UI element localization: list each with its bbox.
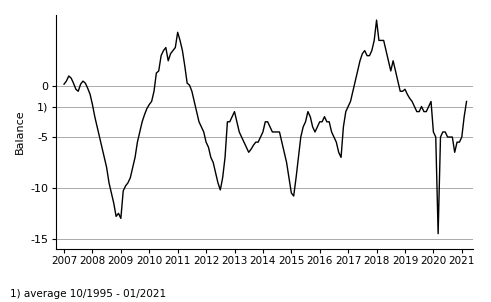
Text: 1) average 10/1995 - 01/2021: 1) average 10/1995 - 01/2021 (10, 289, 166, 299)
Y-axis label: Balance: Balance (15, 110, 25, 154)
